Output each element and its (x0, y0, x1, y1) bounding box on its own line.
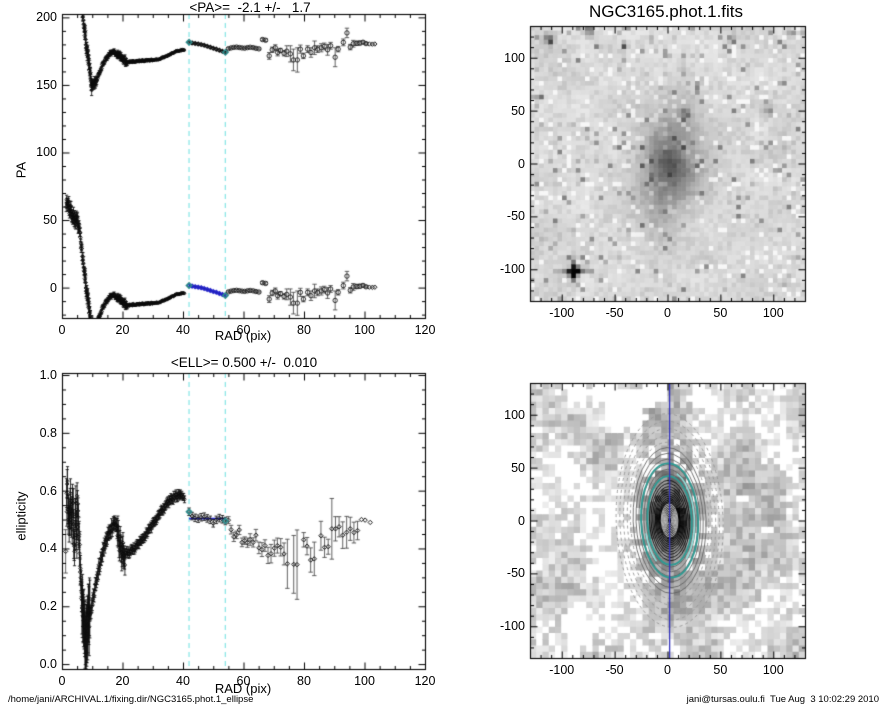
tick-label: 0 (518, 156, 525, 171)
ell-x-axis-label: RAD (pix) (214, 681, 272, 696)
tick-label: 60 (236, 323, 251, 337)
tick-label: 100 (354, 674, 375, 688)
tick-label: 0 (50, 280, 57, 295)
tick-label: 20 (115, 323, 130, 337)
tick-label: 100 (504, 407, 525, 422)
tick-label: 0 (58, 323, 66, 337)
tick-label: 50 (43, 213, 57, 228)
tick-label: 120 (414, 323, 436, 337)
tick-label: 50 (511, 103, 525, 118)
tick-label: 100 (504, 50, 525, 65)
tick-label: -50 (506, 209, 525, 224)
tick-label: 0.4 (39, 541, 57, 556)
tick-label: -100 (549, 306, 575, 320)
ellipticity-plot-panel (20, 356, 440, 696)
tick-label: 1.0 (39, 368, 57, 383)
tick-label: 0.2 (39, 599, 57, 614)
tick-label: 40 (176, 674, 190, 688)
tick-label: -50 (605, 663, 624, 677)
tick-label: 40 (176, 323, 190, 337)
fits-image-title: NGC3165.phot.1.fits (588, 2, 744, 21)
tick-label: 0.8 (39, 425, 57, 440)
tick-label: -100 (499, 619, 525, 634)
tick-label: 60 (236, 674, 251, 688)
tick-label: 0.0 (39, 657, 57, 672)
tick-label: 50 (713, 306, 728, 320)
footer-user-timestamp: jani@tursas.oulu.fi Tue Aug 3 10:02:29 2… (686, 694, 879, 705)
tick-label: 50 (713, 663, 728, 677)
pa-x-axis-label: RAD (pix) (214, 328, 272, 343)
tick-label: 80 (297, 674, 311, 688)
pa-plot-panel (20, 0, 440, 345)
tick-label: 0 (518, 513, 525, 528)
footer-file-path: /home/jani/ARCHIVAL.1/fixing.dir/NGC3165… (8, 694, 254, 705)
pa-plot-title: <PA>= -2.1 +/- 1.7 (189, 0, 311, 15)
tick-label: -100 (499, 262, 525, 277)
tick-label: -50 (506, 566, 525, 581)
tick-label: 50 (511, 460, 525, 475)
tick-label: 0 (58, 674, 66, 688)
tick-label: 0 (664, 663, 671, 677)
tick-label: 100 (36, 145, 57, 160)
tick-label: 100 (762, 663, 784, 677)
tick-label: 100 (762, 306, 784, 320)
tick-label: 20 (115, 674, 130, 688)
ell-plot-title: <ELL>= 0.500 +/- 0.010 (170, 355, 318, 370)
tick-label: -50 (605, 306, 624, 320)
tick-label: 120 (414, 674, 436, 688)
pa-y-axis-label: PA (13, 161, 29, 179)
tick-label: 80 (297, 323, 311, 337)
tick-label: 200 (36, 10, 57, 25)
ell-y-axis-label: ellipticity (13, 491, 29, 541)
tick-label: 0.6 (39, 483, 57, 498)
tick-label: 100 (354, 323, 375, 337)
tick-label: 150 (36, 77, 57, 92)
tick-label: -100 (549, 663, 575, 677)
tick-label: 0 (664, 306, 671, 320)
